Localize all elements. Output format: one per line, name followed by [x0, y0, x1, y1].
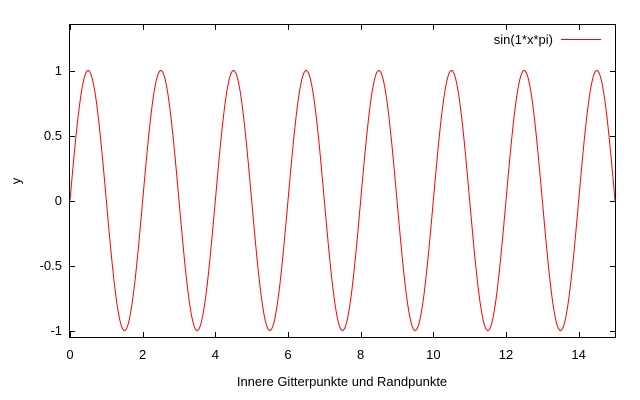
plot-frame — [69, 24, 616, 338]
x-tick-label: 12 — [499, 347, 513, 362]
x-tick-label: 2 — [139, 347, 146, 362]
series-layer — [69, 69, 616, 332]
y-axis-label: y — [8, 177, 23, 184]
x-axis-label: Innere Gitterpunkte und Randpunkte — [237, 374, 447, 389]
x-tick-label: 14 — [571, 347, 585, 362]
x-tick-label: 6 — [284, 347, 291, 362]
x-tick-label: 0 — [66, 347, 73, 362]
legend: sin(1*x*pi) — [494, 32, 601, 47]
y-tick-label: -0.5 — [40, 258, 62, 273]
x-tick-label: 8 — [357, 347, 364, 362]
x-tick-label: 10 — [426, 347, 440, 362]
y-tick-label: 1 — [55, 63, 62, 78]
y-tick-label: 0.5 — [44, 128, 62, 143]
ticks-layer: 0 2 4 6 8 10 12 14 -1 -0.5 0 0.5 1 — [40, 25, 615, 362]
series-line — [69, 69, 616, 332]
y-tick-label: 0 — [55, 193, 62, 208]
x-tick-label: 4 — [212, 347, 219, 362]
legend-label: sin(1*x*pi) — [494, 32, 553, 47]
y-tick-label: -1 — [50, 323, 62, 338]
